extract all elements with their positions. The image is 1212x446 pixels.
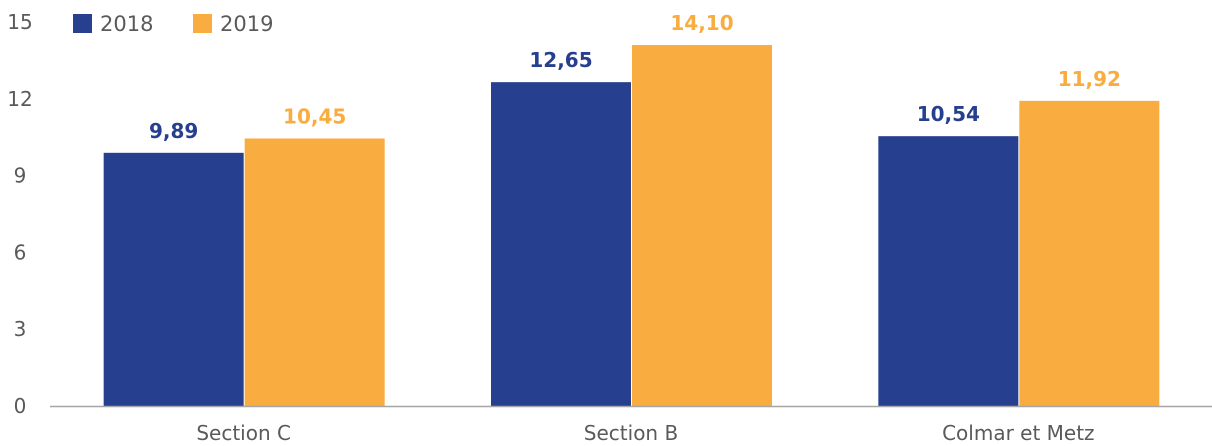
y-tick-label: 12 bbox=[7, 87, 32, 111]
bar-2018-3 bbox=[878, 136, 1019, 406]
legend-label-2019: 2019 bbox=[220, 12, 273, 36]
bar-2019-2 bbox=[632, 45, 772, 406]
value-label-2019-1: 10,45 bbox=[283, 104, 346, 128]
x-tick-label: Section C bbox=[196, 421, 291, 445]
legend: 2018 2019 bbox=[73, 12, 273, 36]
legend-swatch-2018 bbox=[73, 14, 92, 33]
x-tick-label: Colmar et Metz bbox=[942, 421, 1094, 445]
value-label-2019-3: 11,92 bbox=[1058, 67, 1121, 91]
y-tick-label: 0 bbox=[14, 394, 27, 418]
x-tick-label: Section B bbox=[584, 421, 678, 445]
bar-2018-1 bbox=[103, 152, 244, 406]
y-tick-label: 3 bbox=[14, 317, 27, 341]
bar-2019-3 bbox=[1019, 100, 1160, 407]
x-axis-ticks: Section C Section B Colmar et Metz bbox=[196, 421, 1094, 445]
value-label-2018-1: 9,89 bbox=[149, 119, 198, 143]
y-tick-label: 6 bbox=[14, 240, 27, 264]
y-axis-ticks: 0 3 6 9 12 15 bbox=[7, 10, 32, 418]
bar-2019-1 bbox=[244, 138, 385, 407]
legend-swatch-2019 bbox=[193, 14, 212, 33]
y-tick-label: 9 bbox=[14, 164, 27, 188]
bar-2018-2 bbox=[491, 82, 631, 406]
legend-label-2018: 2018 bbox=[100, 12, 153, 36]
y-tick-label: 15 bbox=[7, 10, 32, 34]
bar-series bbox=[103, 45, 1160, 407]
value-label-2018-3: 10,54 bbox=[917, 102, 980, 126]
value-label-2018-2: 12,65 bbox=[529, 48, 592, 72]
data-labels: 9,89 10,45 12,65 14,10 10,54 11,92 bbox=[149, 11, 1121, 143]
value-label-2019-2: 14,10 bbox=[670, 11, 733, 35]
